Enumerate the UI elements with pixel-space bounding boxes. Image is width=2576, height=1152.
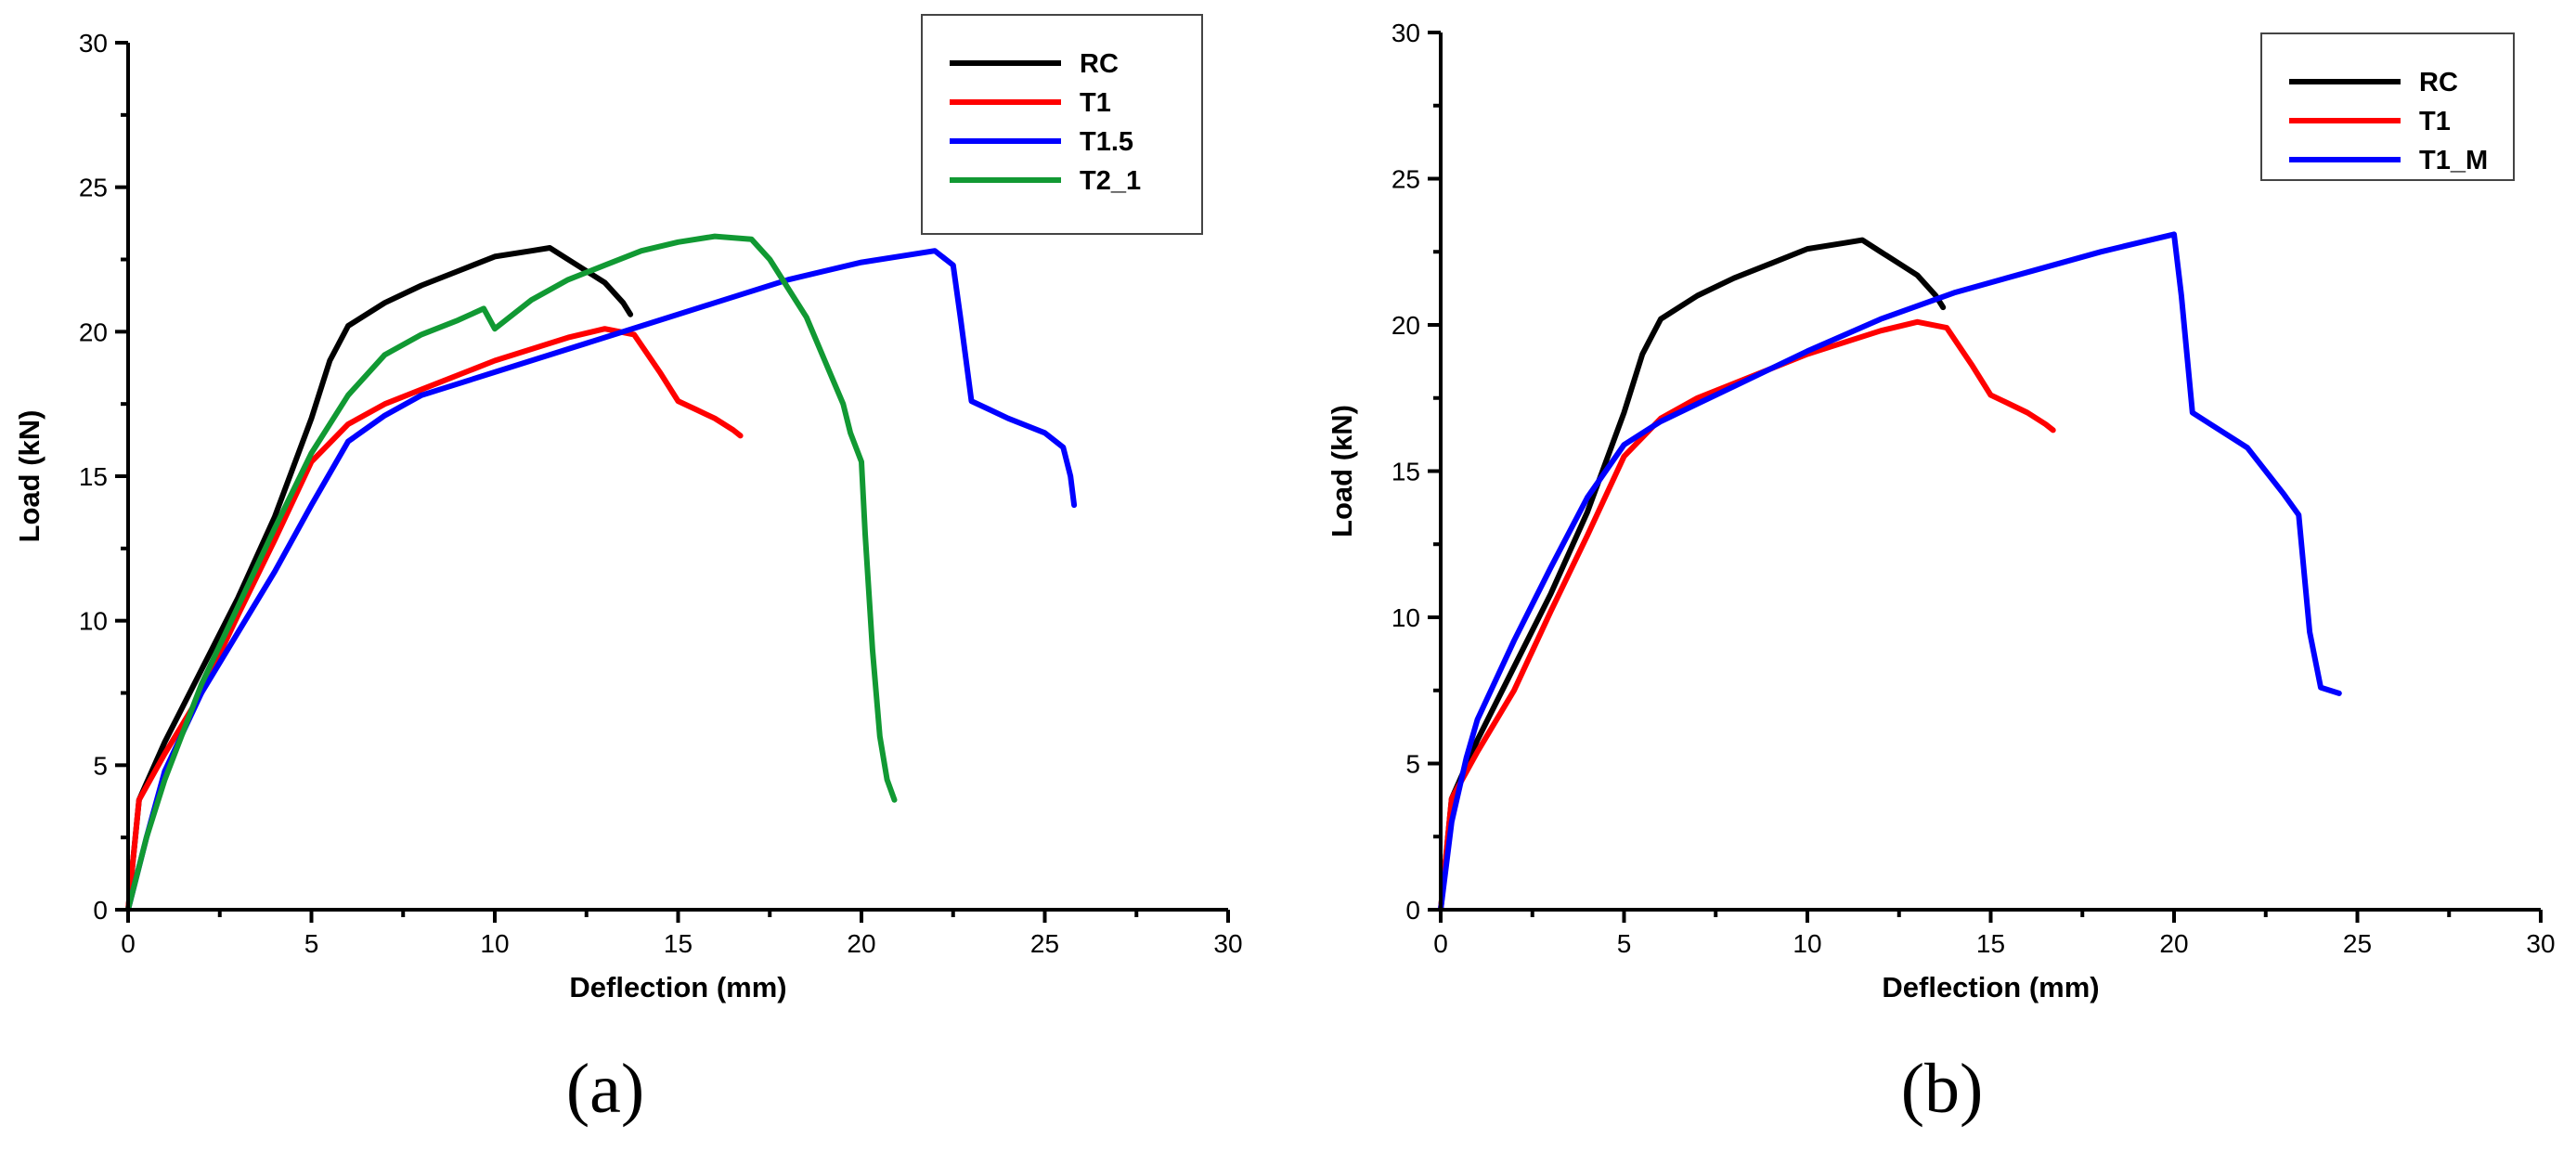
x-tick-label: 30 bbox=[1213, 929, 1242, 958]
legend-label: T1_M bbox=[2419, 146, 2488, 175]
ticks: 0 5 10 15 20 25 30 0 5 10 15 20 25 30 bbox=[79, 29, 1243, 958]
x-tick-label: 20 bbox=[847, 929, 875, 958]
x-tick-label: 20 bbox=[2159, 929, 2188, 958]
series-line-t1-5 bbox=[125, 248, 1078, 913]
x-tick-label: 30 bbox=[2526, 929, 2555, 958]
series-line-t1 bbox=[125, 326, 744, 913]
legend-label: T1 bbox=[2419, 107, 2451, 136]
legend: RC T1 T1_M bbox=[2260, 32, 2515, 181]
series-line-rc bbox=[1438, 237, 1947, 913]
panel-label: (a) bbox=[566, 1050, 644, 1128]
x-tick-label: 5 bbox=[304, 929, 319, 958]
series-lines bbox=[1438, 231, 2342, 913]
panel-label: (b) bbox=[1901, 1050, 1984, 1128]
y-tick-label: 0 bbox=[1405, 896, 1420, 925]
y-tick-label: 30 bbox=[1392, 19, 1420, 47]
legend-label: T2_1 bbox=[1080, 166, 1141, 196]
x-tick-label: 0 bbox=[1433, 929, 1448, 958]
x-tick-label: 5 bbox=[1617, 929, 1632, 958]
chart-panel-a: 0 5 10 15 20 25 30 0 5 10 15 20 25 30 Deflection (mm)… bbox=[13, 14, 1243, 1128]
series-line-t1 bbox=[1438, 318, 2056, 913]
x-axis-title: Deflection (mm) bbox=[1882, 971, 2099, 1003]
y-tick-label: 10 bbox=[79, 607, 108, 636]
legend-label: RC bbox=[2419, 68, 2458, 97]
y-tick-label: 0 bbox=[93, 896, 108, 925]
y-tick-label: 25 bbox=[1392, 165, 1420, 194]
ticks: 0 5 10 15 20 25 30 0 5 10 15 20 25 30 bbox=[1392, 19, 2556, 958]
y-tick-label: 20 bbox=[79, 317, 108, 346]
x-tick-label: 10 bbox=[480, 929, 509, 958]
legend-label: T1.5 bbox=[1080, 127, 1133, 157]
series-line-t1-m bbox=[1438, 231, 2342, 913]
y-axis-title: Load (kN) bbox=[1326, 405, 1358, 537]
x-tick-label: 15 bbox=[1976, 929, 2005, 958]
x-tick-label: 0 bbox=[121, 929, 136, 958]
series-line-rc bbox=[125, 245, 634, 913]
y-tick-label: 15 bbox=[79, 462, 108, 491]
series-lines bbox=[125, 233, 1078, 913]
legend: RC T1 T1.5 T2_1 bbox=[921, 14, 1203, 235]
y-axis-title: Load (kN) bbox=[13, 410, 45, 543]
x-tick-label: 25 bbox=[2343, 929, 2372, 958]
chart-panel-b: 0 5 10 15 20 25 30 0 5 10 15 20 25 30 Deflection (mm)… bbox=[1326, 19, 2556, 1128]
y-tick-label: 5 bbox=[1405, 750, 1420, 779]
y-tick-label: 5 bbox=[93, 751, 108, 780]
y-tick-label: 15 bbox=[1392, 458, 1420, 486]
legend-box bbox=[921, 14, 1203, 235]
legend-label: RC bbox=[1080, 49, 1119, 79]
series-line-t2-1 bbox=[125, 233, 898, 913]
y-tick-label: 25 bbox=[79, 174, 108, 202]
x-tick-label: 25 bbox=[1030, 929, 1059, 958]
y-tick-label: 10 bbox=[1392, 603, 1420, 632]
legend-box bbox=[2260, 32, 2515, 181]
legend-label: T1 bbox=[1080, 88, 1111, 118]
y-tick-label: 30 bbox=[79, 29, 108, 58]
y-tick-label: 20 bbox=[1392, 311, 1420, 340]
x-tick-label: 15 bbox=[664, 929, 693, 958]
x-tick-label: 10 bbox=[1793, 929, 1821, 958]
x-axis-title: Deflection (mm) bbox=[569, 971, 786, 1003]
